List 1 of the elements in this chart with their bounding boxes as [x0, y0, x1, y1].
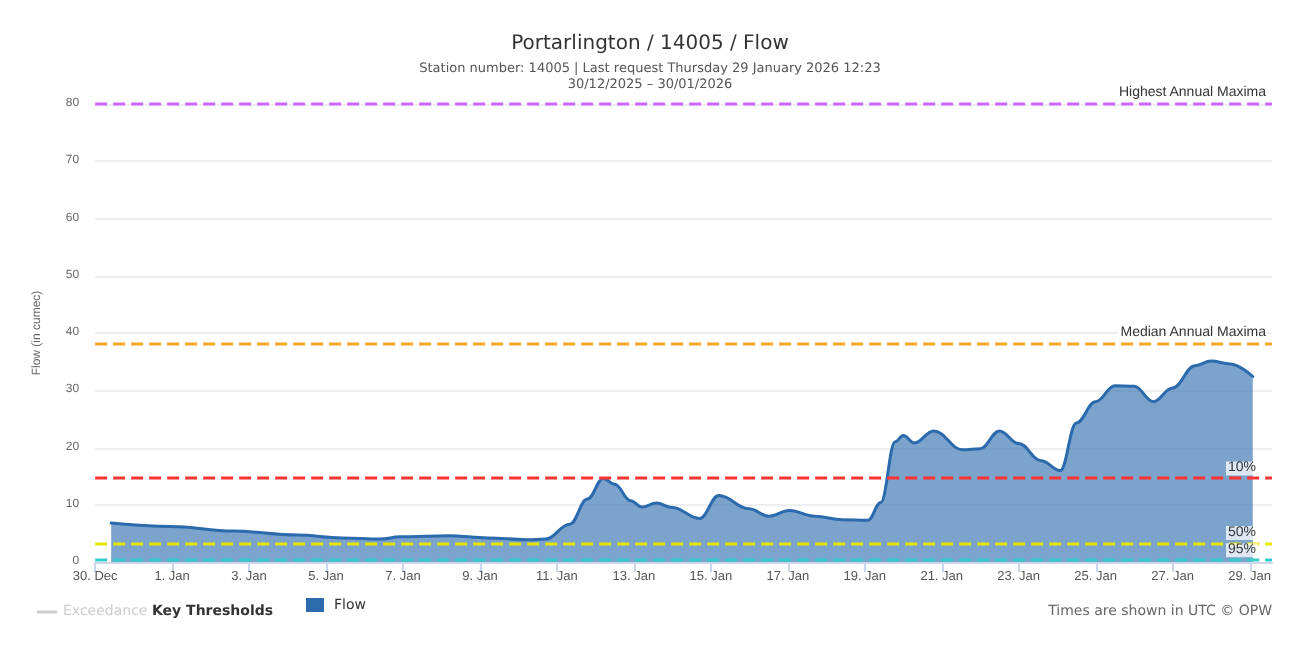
chart-title: Portarlington / 14005 / Flow	[511, 33, 789, 55]
